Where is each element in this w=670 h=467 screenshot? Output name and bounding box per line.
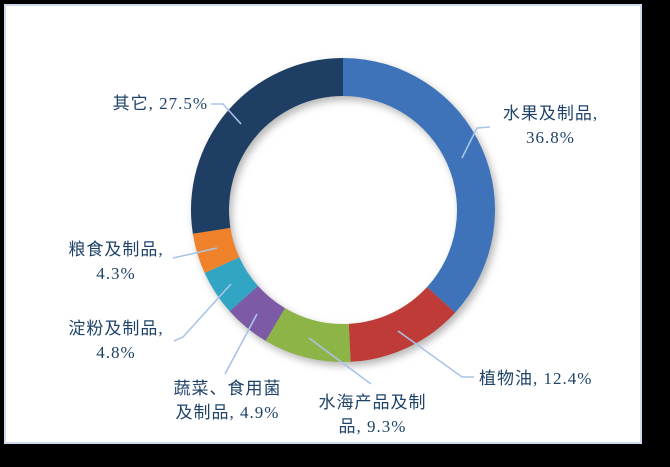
slice-label-grain: 粮食及制品, 4.3%	[52, 238, 180, 286]
leader-line-starch	[173, 283, 232, 342]
leader-line-fruit	[461, 126, 491, 159]
donut-slice-5	[204, 257, 258, 312]
donut-slice-4	[229, 285, 285, 341]
slice-label-oil-line1: 植物油, 12.4%	[479, 369, 593, 388]
slice-label-grain-line2: 4.3%	[96, 264, 136, 283]
donut-slice-1	[343, 58, 495, 313]
slice-label-vegetables-line1: 蔬菜、食用菌	[173, 379, 282, 398]
slice-label-oil: 植物油, 12.4%	[479, 367, 624, 391]
slice-label-aquatic-line1: 水海产品及制	[318, 393, 427, 412]
slice-label-others-line1: 其它, 27.5%	[112, 94, 208, 113]
leader-line-aquatic	[308, 337, 372, 385]
slice-label-vegetables: 蔬菜、食用菌 及制品, 4.9%	[160, 377, 295, 425]
leader-line-grain	[172, 247, 218, 259]
donut-slices	[190, 58, 495, 363]
leader-line-others	[211, 103, 242, 125]
slice-label-aquatic-line2: 品, 9.3%	[338, 417, 407, 436]
slice-label-aquatic: 水海产品及制 品, 9.3%	[305, 391, 440, 439]
slice-label-starch-line1: 淀粉及制品,	[68, 319, 164, 338]
donut-slice-7	[190, 58, 343, 234]
leader-line-vegetables	[224, 313, 258, 375]
slice-label-vegetables-line2: 及制品, 4.9%	[175, 403, 280, 422]
slice-label-grain-line1: 粮食及制品,	[68, 240, 164, 259]
slice-label-fruit: 水果及制品, 36.8%	[478, 102, 623, 150]
slice-label-fruit-line1: 水果及制品,	[502, 104, 599, 123]
slice-label-fruit-line2: 36.8%	[526, 128, 575, 147]
slice-label-starch: 淀粉及制品, 4.8%	[52, 317, 180, 365]
leader-lines	[172, 103, 491, 385]
leader-line-oil	[397, 330, 474, 378]
donut-slice-2	[348, 286, 456, 362]
donut-slice-6	[192, 227, 240, 273]
donut-slice-3	[265, 308, 351, 363]
slice-label-starch-line2: 4.8%	[96, 343, 136, 362]
slice-label-others: 其它, 27.5%	[90, 92, 208, 116]
